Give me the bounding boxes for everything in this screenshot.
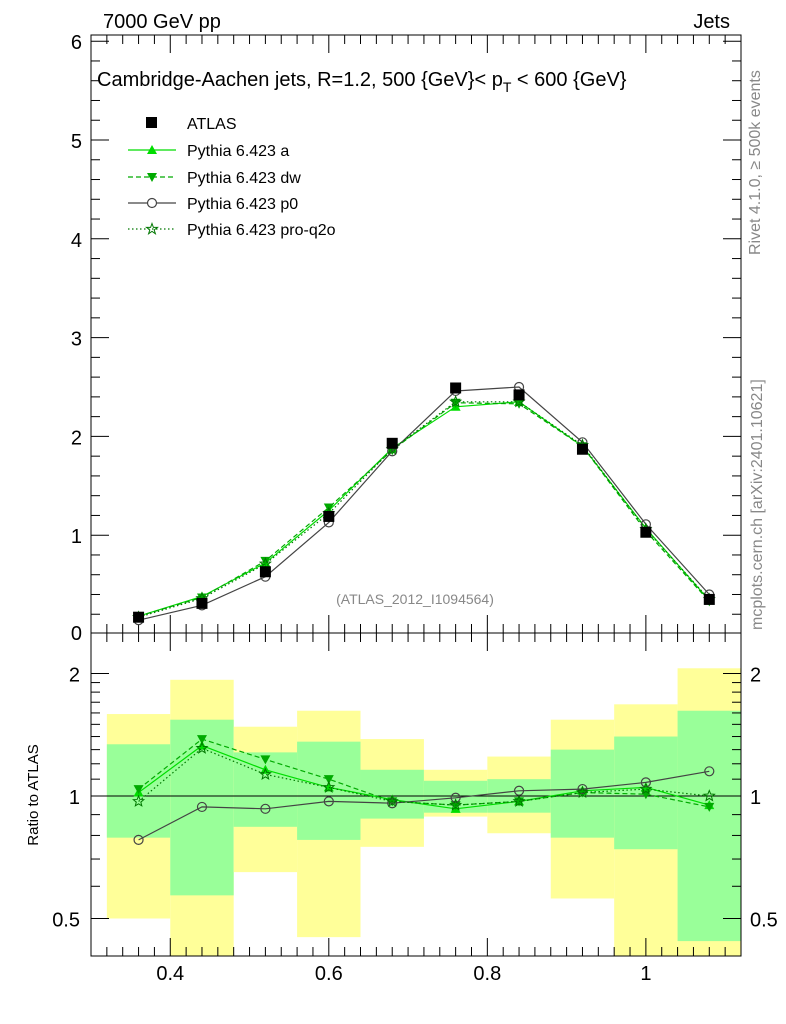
main-point-q2o xyxy=(449,394,463,408)
ratio-point-p0 xyxy=(323,796,334,807)
legend-marker-a xyxy=(147,145,157,154)
ratio-point-q2o xyxy=(702,789,716,802)
ratio-point-q2o xyxy=(639,782,653,795)
main-line-q2o xyxy=(138,401,710,618)
main-series xyxy=(132,381,716,626)
legend-item-atlas: ATLAS xyxy=(146,116,237,133)
analysis-watermark: (ATLAS_2012_I1094564) xyxy=(336,591,494,607)
ratio-point-q2o xyxy=(322,780,336,793)
ratio-point-p0 xyxy=(387,798,398,809)
ratio-point-p0 xyxy=(450,792,461,803)
ratio-point-q2o xyxy=(132,794,146,807)
side-text-top: Rivet 4.1.0, ≥ 500k events xyxy=(747,70,764,255)
main-point-atlas xyxy=(703,593,715,605)
ratio-point-q2o xyxy=(575,785,589,799)
side-text-bottom: mcplots.cern.ch [arXiv:2401.10621] xyxy=(749,379,766,630)
main-point-dw xyxy=(450,398,461,408)
legend-marker-dw xyxy=(147,173,157,182)
legend-item-q2o: Pythia 6.423 pro-q2o xyxy=(128,222,336,239)
main-point-atlas xyxy=(576,443,588,455)
x-tick-label: 0.4 xyxy=(156,963,184,985)
ratio-line-q2o xyxy=(138,747,710,806)
ratio-line-a xyxy=(138,744,710,810)
main-point-atlas xyxy=(323,510,335,522)
main-y-tick-label: 2 xyxy=(71,427,82,449)
main-point-atlas xyxy=(259,566,271,578)
ratio-y-tick-label-left: 0.5 xyxy=(52,910,80,932)
ratio-point-q2o xyxy=(258,767,272,780)
legend-marker-atlas xyxy=(146,117,157,128)
ratio-point-q2o xyxy=(195,741,209,754)
ratio-point-a xyxy=(196,740,207,750)
legend-item-a: Pythia 6.423 a xyxy=(128,143,289,160)
ratio-point-dw xyxy=(133,785,144,795)
ratio-plot-frame xyxy=(90,632,742,957)
ratio-y-tick-label-right: 0.5 xyxy=(750,910,778,932)
legend-marker-p0 xyxy=(146,197,158,209)
header-right: Jets xyxy=(693,11,730,33)
legend-marker-q2o xyxy=(145,222,159,236)
ratio-point-dw xyxy=(196,735,207,745)
main-point-atlas xyxy=(386,437,398,449)
main-line-p0 xyxy=(138,386,710,621)
main-point-atlas xyxy=(640,526,652,538)
legend-label-p0: Pythia 6.423 p0 xyxy=(187,196,298,213)
ratio-y-tick-label-right: 1 xyxy=(750,787,761,809)
ratio-point-p0 xyxy=(577,783,588,795)
tick-labels: 0 1 2 3 4 5 6 0.5 0.5 1 1 2 2 0.4 0.6 0.8 1 xyxy=(52,32,778,985)
main-line-dw xyxy=(138,402,710,617)
ratio-point-q2o xyxy=(385,794,399,807)
legend-label-a: Pythia 6.423 a xyxy=(187,143,289,160)
header-left: 7000 GeV pp xyxy=(103,11,221,33)
ratio-point-p0 xyxy=(260,803,271,814)
ratio-bands xyxy=(106,668,741,956)
main-y-tick-label: 5 xyxy=(71,131,82,153)
ratio-point-p0 xyxy=(640,777,651,788)
main-y-tick-label: 4 xyxy=(71,230,82,252)
axis-ticks xyxy=(90,35,742,956)
main-point-atlas xyxy=(450,382,462,394)
main-point-atlas xyxy=(196,597,208,609)
ratio-y-tick-label-left: 2 xyxy=(69,665,80,687)
x-tick-label: 0.6 xyxy=(315,963,343,985)
main-line-a xyxy=(138,401,710,617)
main-point-atlas xyxy=(133,611,145,623)
ratio-y-tick-label-right: 2 xyxy=(750,665,761,687)
legend-label-dw: Pythia 6.423 dw xyxy=(187,170,301,187)
legend-label-atlas: ATLAS xyxy=(187,116,237,133)
legend-item-dw: Pythia 6.423 dw xyxy=(128,170,301,187)
plot-title: Cambridge-Aachen jets, R=1.2, 500 {GeV}<… xyxy=(97,69,627,95)
ratio-axis-label: Ratio to ATLAS xyxy=(25,744,42,845)
main-y-tick-label: 0 xyxy=(71,623,82,645)
ratio-point-p0 xyxy=(196,801,208,813)
main-point-dw xyxy=(260,556,271,566)
ratio-series xyxy=(132,735,716,846)
legend-item-p0: Pythia 6.423 p0 xyxy=(128,196,298,213)
ratio-point-p0 xyxy=(704,766,715,777)
ratio-point-q2o xyxy=(512,794,526,807)
main-y-tick-label: 3 xyxy=(71,329,82,351)
ratio-point-dw xyxy=(704,802,715,812)
x-tick-label: 0.8 xyxy=(473,963,501,985)
legend: ATLAS Pythia 6.423 a Pythia 6.423 dw Pyt… xyxy=(128,116,336,239)
ratio-point-p0 xyxy=(133,834,144,846)
ratio-point-dw xyxy=(260,755,271,765)
band-green-bin xyxy=(677,710,741,942)
main-point-q2o xyxy=(258,556,272,570)
main-y-tick-label: 6 xyxy=(71,32,82,54)
ratio-point-dw xyxy=(323,775,334,785)
main-y-tick-label: 1 xyxy=(71,526,82,548)
x-tick-label: 1 xyxy=(640,963,651,985)
ratio-line-p0 xyxy=(138,770,710,841)
main-point-atlas xyxy=(513,389,525,401)
ratio-y-tick-label-left: 1 xyxy=(69,787,80,809)
ratio-point-q2o xyxy=(449,798,463,811)
legend-label-q2o: Pythia 6.423 pro-q2o xyxy=(187,222,336,239)
